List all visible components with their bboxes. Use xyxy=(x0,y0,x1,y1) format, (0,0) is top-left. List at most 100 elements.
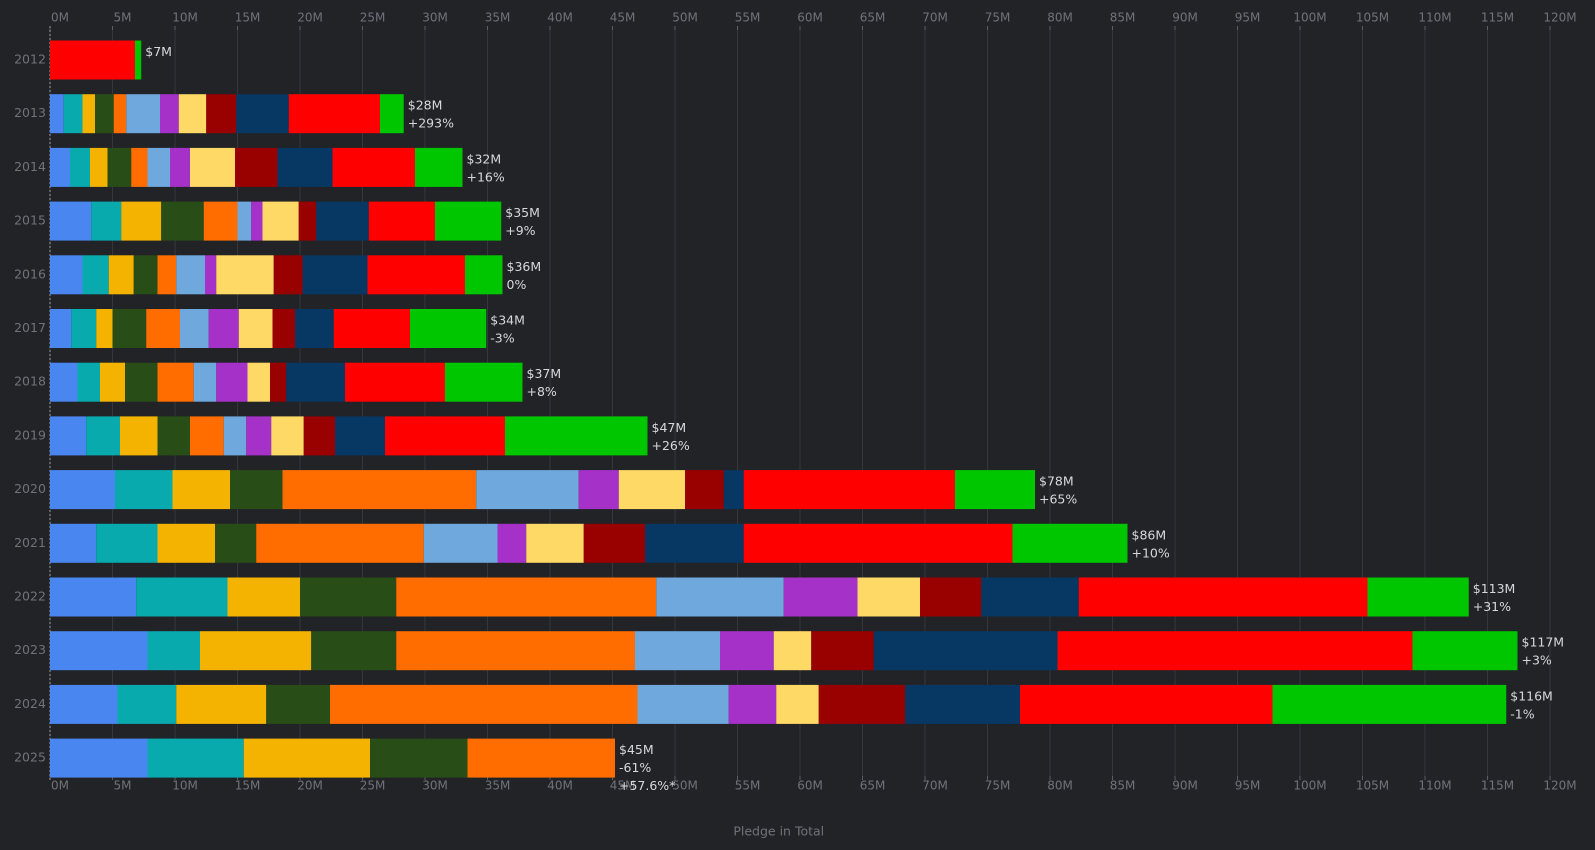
bar-segment xyxy=(955,470,1035,510)
total-label: $86M xyxy=(1132,527,1167,542)
bar-segment xyxy=(117,684,177,724)
bar-segment xyxy=(115,470,173,510)
bar-segment xyxy=(645,523,744,563)
bar-segment xyxy=(505,416,648,456)
total-label: $7M xyxy=(145,44,172,59)
x-tick-label-bottom: 105M xyxy=(1356,779,1389,793)
bar-segment xyxy=(82,94,95,134)
bar-segment xyxy=(147,631,200,671)
bar-segment xyxy=(728,684,777,724)
bar-segment xyxy=(157,523,215,563)
total-label: $113M xyxy=(1473,581,1516,596)
bar-segment xyxy=(295,309,334,348)
bar-segment xyxy=(981,577,1079,617)
bar-segment xyxy=(146,309,180,348)
bar-segment xyxy=(282,470,477,510)
x-tick-label-bottom: 20M xyxy=(297,779,323,793)
x-tick-label-top: 115M xyxy=(1481,11,1514,25)
y-category-label: 2019 xyxy=(14,427,46,442)
bar-segment xyxy=(332,147,415,187)
extra-label: +57.6%* xyxy=(619,778,675,793)
bar-segment xyxy=(271,416,304,456)
bar-segment xyxy=(70,147,90,187)
bar-segment xyxy=(50,201,92,241)
bar-segment xyxy=(445,362,523,402)
total-label: $78M xyxy=(1039,474,1074,489)
change-label: -1% xyxy=(1510,706,1534,721)
bar-segment xyxy=(237,201,252,241)
bar-segment xyxy=(161,201,204,241)
x-tick-label-top: 120M xyxy=(1543,11,1576,25)
x-tick-label-top: 40M xyxy=(547,11,573,25)
x-tick-label-bottom: 80M xyxy=(1047,779,1073,793)
bar-segment xyxy=(131,147,148,187)
bar-segment xyxy=(160,94,179,134)
change-label: -3% xyxy=(490,331,514,346)
bar-segment xyxy=(238,309,273,348)
bar-segment xyxy=(1272,684,1507,724)
bar-segment xyxy=(136,577,228,617)
x-tick-label-bottom: 55M xyxy=(735,779,761,793)
bar-segment xyxy=(583,523,645,563)
bar-segment xyxy=(50,147,70,187)
bar-segment xyxy=(818,684,905,724)
x-tick-label-top: 100M xyxy=(1293,11,1326,25)
bar-segment xyxy=(720,631,774,671)
bar-segment xyxy=(368,201,435,241)
bar-segment xyxy=(370,738,468,778)
bar-segment xyxy=(50,255,83,295)
bar-segment xyxy=(526,523,584,563)
bar-segment xyxy=(316,201,369,241)
bar-segment xyxy=(50,40,135,80)
bar-segment xyxy=(216,255,274,295)
bar-segment xyxy=(215,523,257,563)
x-tick-label-top: 20M xyxy=(297,11,323,25)
total-label: $35M xyxy=(505,205,540,220)
bar-segment xyxy=(578,470,619,510)
x-tick-label-bottom: 30M xyxy=(422,779,448,793)
bar-segment xyxy=(743,523,1013,563)
x-tick-label-top: 85M xyxy=(1110,11,1136,25)
bar-segment xyxy=(637,684,729,724)
bar-segment xyxy=(656,577,784,617)
bar-segment xyxy=(113,94,127,134)
bar-segment xyxy=(50,309,72,348)
bar-segment xyxy=(286,362,345,402)
y-category-label: 2016 xyxy=(14,266,46,281)
bar-segment xyxy=(235,147,278,187)
bar-segment xyxy=(135,40,142,80)
bar-segment xyxy=(50,577,137,617)
bar-segment xyxy=(95,94,114,134)
bar-segment xyxy=(205,255,217,295)
y-category-label: 2012 xyxy=(14,52,46,67)
bar-segment xyxy=(236,94,289,134)
bar-segment xyxy=(685,470,724,510)
bar-segment xyxy=(311,631,397,671)
x-tick-label-bottom: 45M xyxy=(610,779,636,793)
x-tick-label-top: 55M xyxy=(735,11,761,25)
x-tick-label-bottom: 50M xyxy=(672,779,698,793)
bar-segment xyxy=(112,309,147,348)
bar-segment xyxy=(396,631,635,671)
change-label: +9% xyxy=(505,223,535,238)
x-tick-label-top: 0M xyxy=(51,11,69,25)
x-tick-label-bottom: 115M xyxy=(1481,779,1514,793)
bar-segment xyxy=(723,470,744,510)
bar-segment xyxy=(71,309,97,348)
y-category-label: 2020 xyxy=(14,481,46,496)
total-label: $117M xyxy=(1522,635,1565,650)
y-category-label: 2017 xyxy=(14,320,46,335)
bar-segment xyxy=(216,362,248,402)
bar-segment xyxy=(63,94,83,134)
x-tick-label-top: 65M xyxy=(860,11,886,25)
bar-segment xyxy=(223,416,247,456)
bar-segment xyxy=(266,684,330,724)
total-label: $32M xyxy=(467,151,502,166)
x-tick-label-bottom: 25M xyxy=(360,779,386,793)
bar-segment xyxy=(1412,631,1518,671)
bar-segment xyxy=(1057,631,1413,671)
x-tick-label-bottom: 90M xyxy=(1172,779,1198,793)
total-label: $34M xyxy=(490,313,525,328)
bar-segment xyxy=(905,684,1020,724)
